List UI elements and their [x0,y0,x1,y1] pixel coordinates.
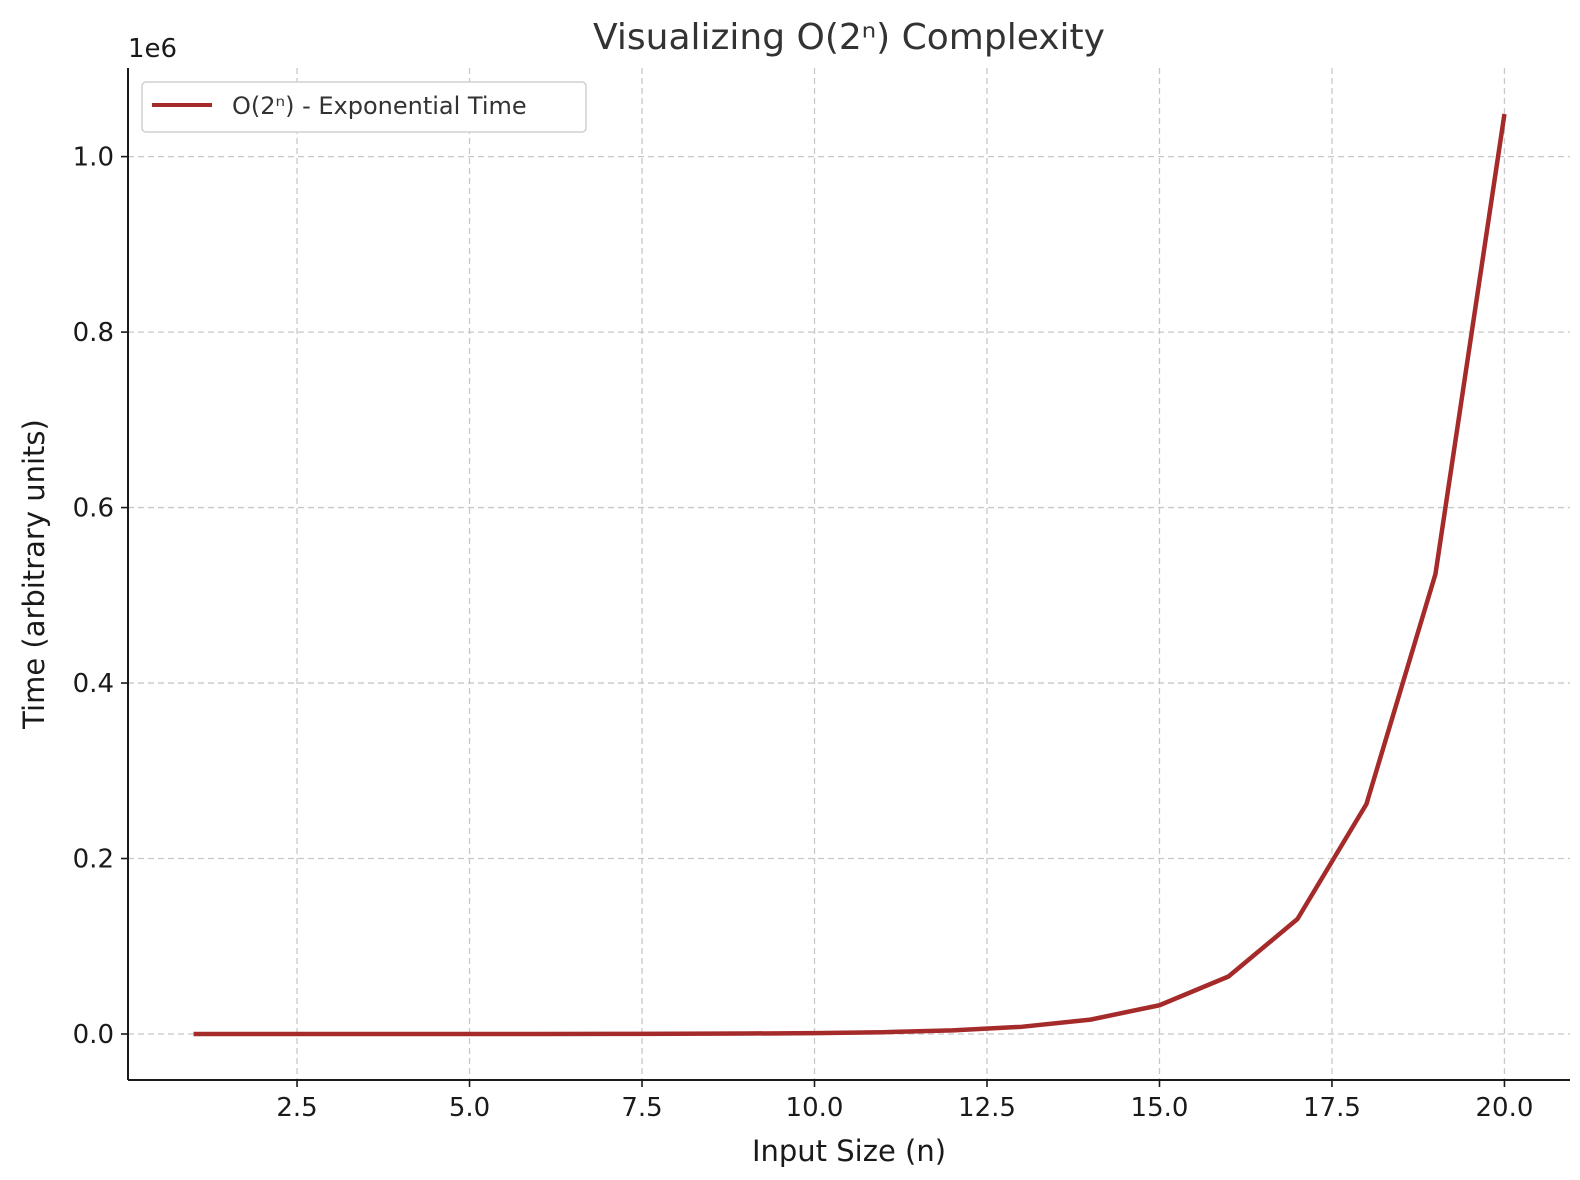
y-tick-label: 0.2 [73,845,114,875]
y-tick-label: 1.0 [73,143,114,173]
y-tick-label: 0.8 [73,318,114,348]
series-layer [193,113,1507,1037]
ticks: 2.5 5.0 7.5 10.0 12.5 15.0 17.5 20.0 0.0 0.2 0.4 0.… [73,143,1534,1123]
grid [128,68,1570,1080]
x-tick-label: 15.0 [1131,1093,1189,1123]
y-tick-label: 0.4 [73,669,114,699]
x-tick-label: 20.0 [1476,1093,1534,1123]
x-tick-label: 10.0 [786,1093,844,1123]
x-tick-label: 12.5 [958,1093,1016,1123]
legend: O(2ⁿ) - Exponential Time [141,81,587,133]
y-tick-label: 0.0 [73,1020,114,1050]
y-axis-offset-label: 1e6 [128,34,177,64]
x-axis-label: Input Size (n) [752,1134,946,1168]
x-tick-label: 17.5 [1303,1093,1361,1123]
series-line [193,113,1507,1037]
y-axis-label: Time (arbitrary units) [17,419,51,730]
chart-title: Visualizing O(2ⁿ) Complexity [593,17,1105,58]
legend-label: O(2ⁿ) - Exponential Time [232,92,527,120]
legend-frame [141,81,587,133]
axes [127,68,1570,1081]
x-tick-label: 2.5 [276,1093,317,1123]
y-tick-label: 0.6 [73,494,114,524]
x-tick-label: 7.5 [621,1093,662,1123]
x-tick-label: 5.0 [449,1093,490,1123]
